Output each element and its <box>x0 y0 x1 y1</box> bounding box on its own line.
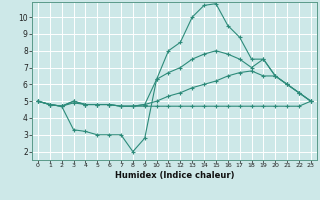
X-axis label: Humidex (Indice chaleur): Humidex (Indice chaleur) <box>115 171 234 180</box>
